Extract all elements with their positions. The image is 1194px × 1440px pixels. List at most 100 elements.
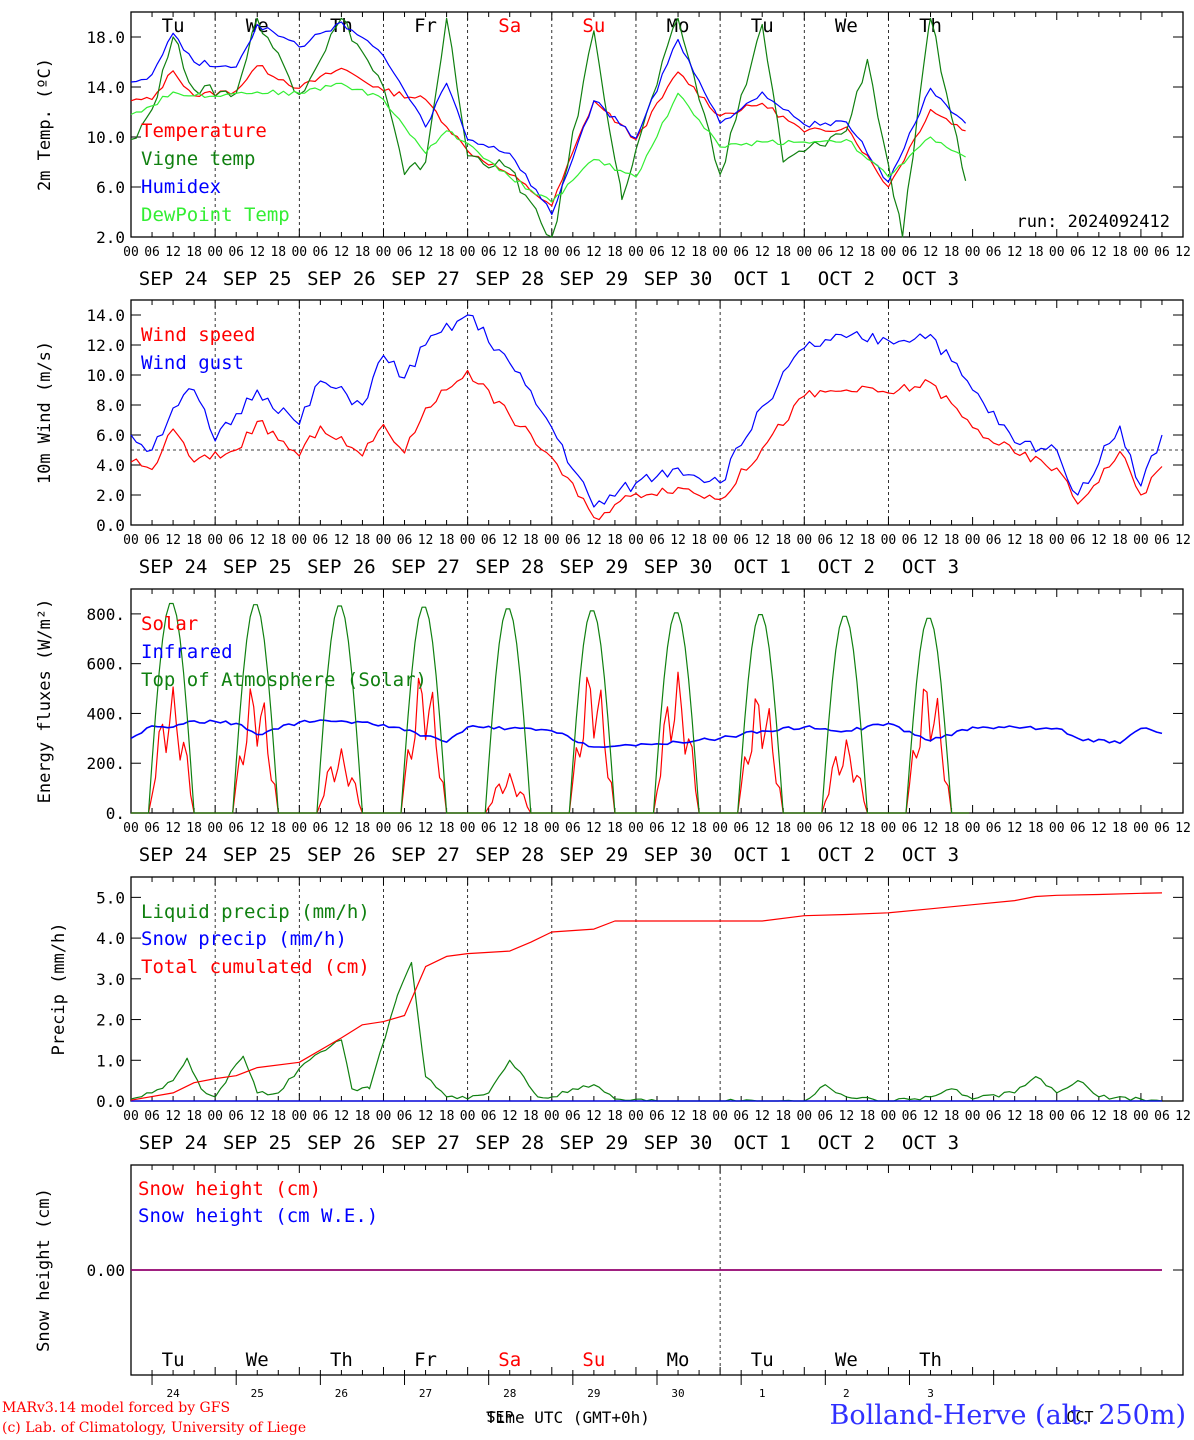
day-number-label: 25 bbox=[251, 1387, 264, 1400]
panel1-date-label: OCT 2 bbox=[818, 268, 875, 290]
panel4-hour-label: 00 bbox=[291, 1109, 307, 1124]
panel2-date-label: SEP 30 bbox=[644, 556, 713, 578]
panel4-y-axis-title: Precip (mm/h) bbox=[49, 922, 69, 1055]
panel2-date-label: SEP 25 bbox=[223, 556, 292, 578]
panel4-hour-label: 12 bbox=[1007, 1109, 1023, 1124]
panel3-hour-label: 12 bbox=[334, 821, 350, 836]
panel1-hour-label: 06 bbox=[228, 245, 244, 260]
panel3-hour-label: 12 bbox=[670, 821, 686, 836]
panel1-hour-label: 00 bbox=[291, 245, 307, 260]
panel2-hour-label: 06 bbox=[1070, 533, 1086, 548]
panel4-series-total-cumulated-cm bbox=[130, 892, 1163, 1101]
panel2-hour-label: 06 bbox=[649, 533, 665, 548]
panel3-hour-label: 18 bbox=[607, 821, 623, 836]
panel4-date-label: SEP 27 bbox=[391, 1132, 460, 1154]
panel2-date-label: OCT 1 bbox=[734, 556, 791, 578]
panel4-hour-label: 18 bbox=[523, 1109, 539, 1124]
panel1-legend-item: Humidex bbox=[141, 176, 221, 198]
panel2-date-label: SEP 28 bbox=[475, 556, 544, 578]
panel1-hour-label: 06 bbox=[1154, 245, 1170, 260]
panel1-series-vigne-temp bbox=[130, 17, 967, 238]
panel3-hour-label: 00 bbox=[544, 821, 560, 836]
panel4-hour-label: 18 bbox=[439, 1109, 455, 1124]
panel3-hour-label: 06 bbox=[228, 821, 244, 836]
panel2-hour-label: 12 bbox=[165, 533, 181, 548]
panel3-hour-label: 06 bbox=[902, 821, 918, 836]
panel4-legend-item: Snow precip (mm/h) bbox=[141, 928, 347, 950]
panel3-series-infrared bbox=[130, 719, 1163, 749]
panel3-hour-label: 18 bbox=[270, 821, 286, 836]
panel2-hour-label: 06 bbox=[565, 533, 581, 548]
panel3-y-tick-label: 400. bbox=[86, 704, 125, 723]
panel1-hour-label: 06 bbox=[144, 245, 160, 260]
panel4-hour-label: 00 bbox=[965, 1109, 981, 1124]
panel3-hour-label: 06 bbox=[313, 821, 329, 836]
panel1-hour-label: 18 bbox=[1112, 245, 1128, 260]
panel3-date-label: SEP 24 bbox=[139, 844, 208, 866]
panel5-weekday-label: We bbox=[835, 1349, 858, 1371]
panel1-hour-label: 00 bbox=[796, 245, 812, 260]
panel1-hour-label: 18 bbox=[1028, 245, 1044, 260]
panel1-legend-item: DewPoint Temp bbox=[141, 204, 290, 226]
panel4-y-tick-label: 2.0 bbox=[96, 1011, 125, 1030]
panel2-legend-item: Wind speed bbox=[141, 324, 255, 346]
panel2-hour-label: 18 bbox=[691, 533, 707, 548]
panel2-date-label: OCT 2 bbox=[818, 556, 875, 578]
panel1-series-dewpoint-temp bbox=[130, 82, 966, 203]
panel3-hour-label: 00 bbox=[1133, 821, 1149, 836]
panel2-hour-label: 12 bbox=[754, 533, 770, 548]
day-number-label: 30 bbox=[671, 1387, 684, 1400]
panel2-hour-label: 00 bbox=[123, 533, 139, 548]
panel1-series-humidex bbox=[130, 21, 967, 216]
panel5-weekday-label: Tu bbox=[751, 1349, 774, 1371]
panel1-date-label: SEP 30 bbox=[644, 268, 713, 290]
panel2-date-label: SEP 29 bbox=[560, 556, 629, 578]
panel3-hour-label: 06 bbox=[733, 821, 749, 836]
panel2-hour-label: 00 bbox=[881, 533, 897, 548]
panel3-hour-label: 06 bbox=[565, 821, 581, 836]
panel4-date-label: OCT 2 bbox=[818, 1132, 875, 1154]
panel3-hour-label: 06 bbox=[481, 821, 497, 836]
panel4-hour-label: 06 bbox=[144, 1109, 160, 1124]
day-number-label: 26 bbox=[335, 1387, 348, 1400]
panel1-weekday-label: Su bbox=[582, 15, 605, 37]
panel1-hour-label: 12 bbox=[334, 245, 350, 260]
panel2-hour-label: 00 bbox=[1049, 533, 1065, 548]
panel4-y-tick-label: 0.0 bbox=[96, 1092, 125, 1111]
panel3-legend-item: Top of Atmosphere (Solar) bbox=[141, 669, 427, 691]
panel2-hour-label: 18 bbox=[944, 533, 960, 548]
panel1-hour-label: 06 bbox=[649, 245, 665, 260]
panel5-weekday-label: Th bbox=[919, 1349, 942, 1371]
panel3-hour-label: 00 bbox=[207, 821, 223, 836]
panel3-hour-label: 18 bbox=[860, 821, 876, 836]
panel5-weekday-label: Tu bbox=[162, 1349, 185, 1371]
panel3-date-label: OCT 3 bbox=[902, 844, 959, 866]
panel4-hour-label: 18 bbox=[186, 1109, 202, 1124]
panel1-weekday-label: Th bbox=[919, 15, 942, 37]
panel4-hour-label: 12 bbox=[839, 1109, 855, 1124]
panel3-hour-label: 12 bbox=[923, 821, 939, 836]
panel3-hour-label: 12 bbox=[1091, 821, 1107, 836]
panel4-date-label: SEP 24 bbox=[139, 1132, 208, 1154]
panel1-hour-label: 00 bbox=[376, 245, 392, 260]
panel2-hour-label: 00 bbox=[544, 533, 560, 548]
day-number-label: 27 bbox=[419, 1387, 432, 1400]
panel4-hour-label: 00 bbox=[544, 1109, 560, 1124]
panel4-hour-label: 00 bbox=[207, 1109, 223, 1124]
panel3-y-tick-label: 600. bbox=[86, 655, 125, 674]
panel3-hour-label: 12 bbox=[1175, 821, 1191, 836]
panel2-y-tick-label: 0.0 bbox=[96, 516, 125, 535]
day-number-label: 3 bbox=[927, 1387, 934, 1400]
panel5-legend-item: Snow height (cm) bbox=[138, 1178, 321, 1200]
panel3-hour-label: 00 bbox=[881, 821, 897, 836]
panel2-hour-label: 18 bbox=[860, 533, 876, 548]
panel4-hour-label: 06 bbox=[733, 1109, 749, 1124]
panel4-hour-label: 12 bbox=[249, 1109, 265, 1124]
panel1-date-label: SEP 28 bbox=[475, 268, 544, 290]
panel2-series-wind-gust bbox=[130, 314, 1163, 508]
panel2-hour-label: 18 bbox=[775, 533, 791, 548]
panel4-hour-label: 00 bbox=[1049, 1109, 1065, 1124]
panel3-date-label: OCT 1 bbox=[734, 844, 791, 866]
panel1-hour-label: 06 bbox=[565, 245, 581, 260]
panel4-date-label: SEP 25 bbox=[223, 1132, 292, 1154]
